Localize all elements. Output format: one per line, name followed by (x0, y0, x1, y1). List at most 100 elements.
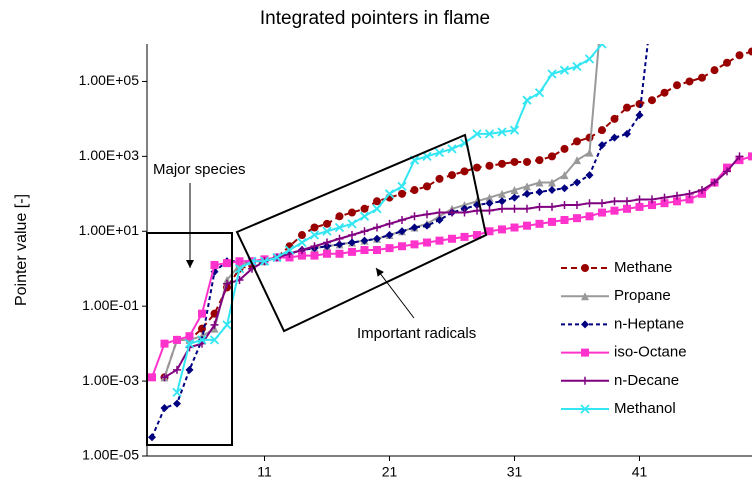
marker (598, 3, 606, 11)
marker (598, 208, 606, 217)
marker (173, 335, 181, 344)
marker (373, 234, 381, 243)
marker (548, 178, 556, 187)
marker (673, 81, 681, 90)
marker (185, 332, 194, 341)
marker (560, 201, 569, 210)
legend: Methane Propane n-Heptane iso-Octane n-Decan… (561, 259, 687, 417)
marker (523, 221, 531, 230)
marker (423, 221, 431, 230)
marker (735, 51, 744, 60)
marker (360, 204, 369, 213)
marker (498, 225, 506, 234)
marker (581, 348, 589, 357)
marker (298, 231, 306, 240)
marker (398, 242, 406, 251)
marker (648, 201, 656, 210)
marker (172, 387, 182, 397)
marker (360, 236, 369, 245)
marker (373, 223, 381, 232)
y-tick-label: 1.00E+05 (79, 72, 140, 88)
marker (184, 338, 195, 349)
marker (373, 197, 381, 206)
marker (623, 204, 631, 213)
marker (585, 171, 594, 180)
y-tick-label: 1.00E-05 (82, 447, 139, 463)
annotation: Important radicals (357, 325, 476, 342)
marker (548, 186, 556, 195)
marker (410, 186, 419, 195)
marker (160, 339, 169, 348)
marker (660, 199, 669, 208)
marker (284, 245, 295, 255)
marker (298, 246, 306, 255)
legend-label: n-Heptane (614, 315, 684, 332)
marker (485, 161, 494, 170)
marker (473, 231, 481, 240)
marker (548, 217, 556, 226)
marker (547, 69, 557, 79)
marker (323, 219, 331, 228)
marker (173, 399, 181, 408)
y-tick-label: 1.00E-01 (82, 297, 139, 313)
marker (573, 214, 581, 223)
marker (573, 156, 581, 165)
marker (234, 264, 245, 274)
marker (522, 95, 532, 105)
x-tick-label: 21 (382, 464, 398, 480)
marker (209, 335, 220, 345)
marker (698, 186, 706, 195)
marker (585, 199, 594, 208)
arrow (375, 267, 415, 319)
marker (498, 159, 506, 168)
marker (460, 208, 469, 217)
marker (448, 208, 456, 217)
marker (485, 206, 494, 215)
marker (560, 144, 569, 153)
marker (584, 54, 595, 64)
legend-label: Propane (614, 287, 671, 304)
marker (435, 174, 444, 183)
marker (685, 189, 694, 198)
marker (523, 182, 531, 191)
marker (335, 212, 344, 221)
marker (535, 187, 544, 196)
marker (235, 257, 244, 266)
marker (572, 61, 582, 72)
marker (460, 167, 469, 176)
marker (698, 73, 706, 82)
marker (398, 227, 406, 236)
marker (498, 204, 506, 213)
marker (347, 219, 357, 229)
marker (348, 238, 356, 247)
marker (580, 404, 590, 414)
marker (335, 240, 344, 249)
marker (510, 186, 519, 195)
marker (148, 373, 156, 382)
marker (460, 232, 469, 241)
marker (534, 88, 545, 98)
marker (635, 202, 644, 211)
legend-label: Methanol (614, 400, 676, 417)
marker (473, 206, 481, 215)
marker (410, 240, 419, 249)
marker (648, 3, 656, 11)
marker (223, 279, 231, 288)
marker (385, 231, 394, 240)
marker (497, 127, 507, 137)
y-tick-label: 1.00E+03 (79, 147, 140, 163)
marker (509, 125, 520, 135)
marker (398, 215, 406, 224)
marker (310, 242, 319, 251)
x-tick-label: 41 (632, 464, 648, 480)
marker (322, 226, 332, 236)
marker (298, 251, 306, 260)
marker (710, 178, 719, 187)
marker (535, 156, 544, 165)
marker (673, 197, 681, 206)
y-tick-label: 1.00E-03 (82, 372, 139, 388)
marker (685, 77, 694, 86)
marker (198, 309, 206, 318)
marker (397, 181, 407, 192)
marker (581, 376, 589, 385)
